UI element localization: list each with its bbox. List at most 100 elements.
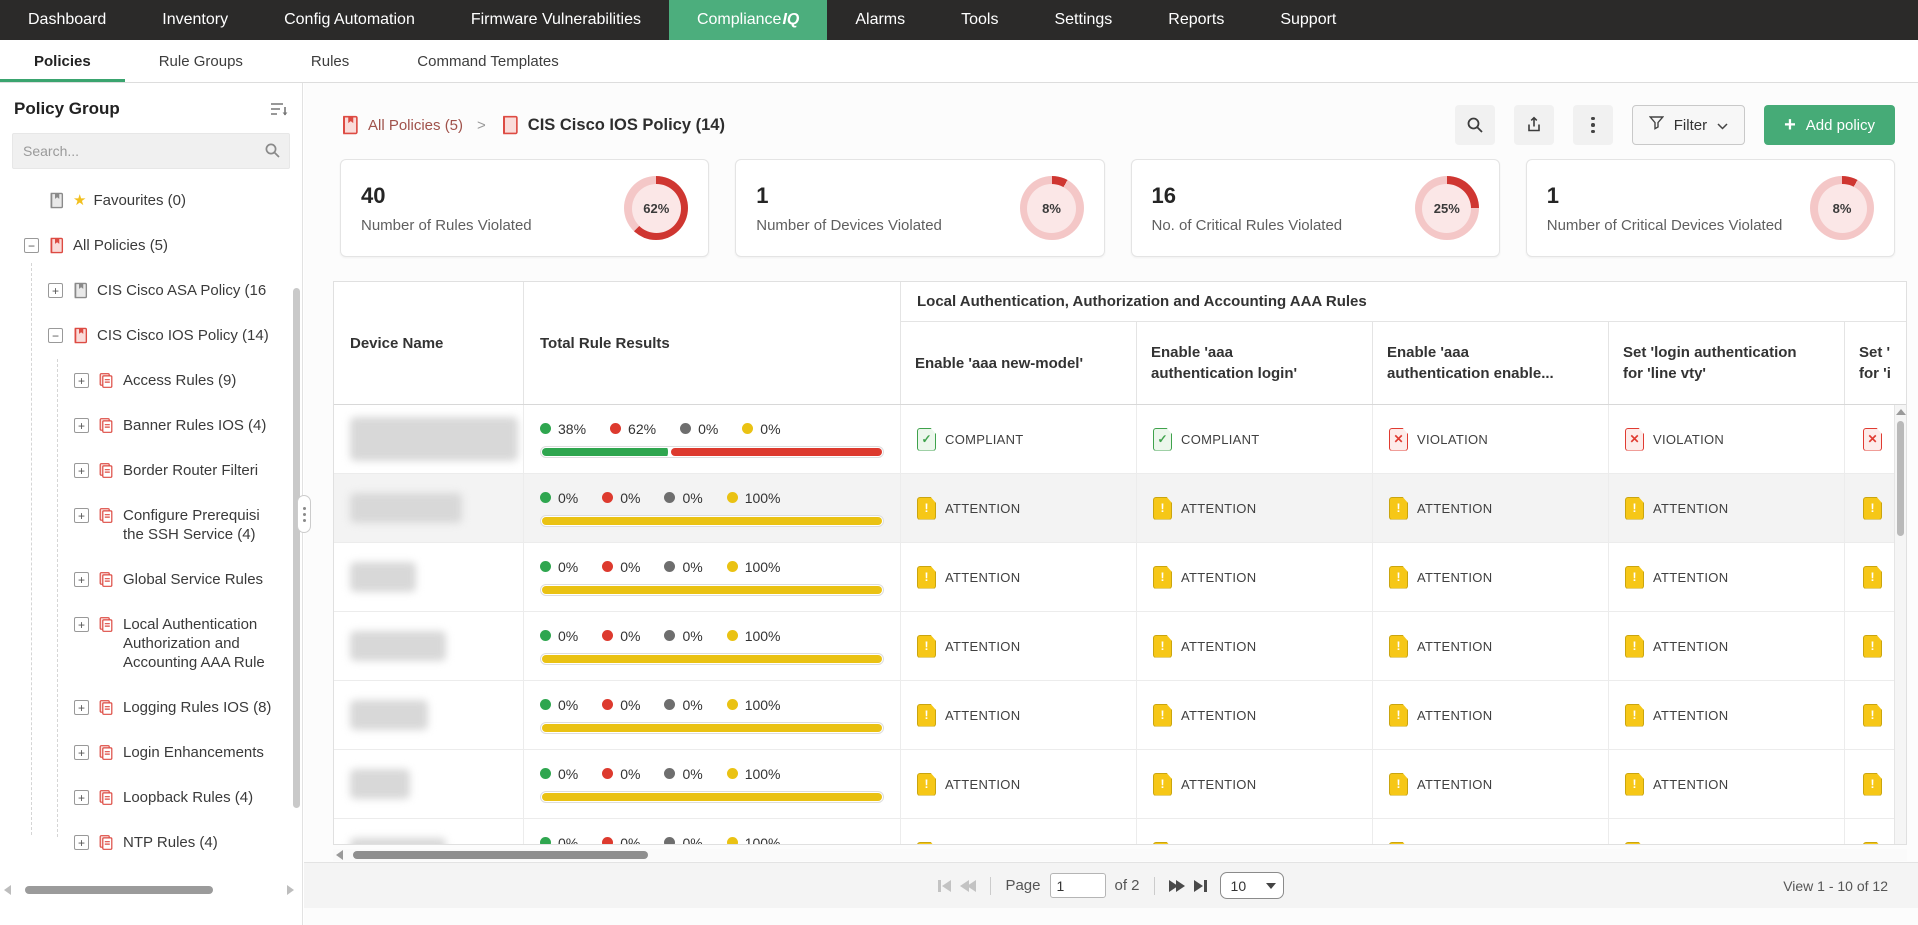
device-name-redacted	[350, 838, 446, 844]
nav-item-alarms[interactable]: Alarms	[827, 0, 933, 40]
last-page-button[interactable]	[1193, 879, 1207, 892]
column-header-set-login-authentication[interactable]: Set 'login authentication for 'line vty'	[1609, 322, 1845, 404]
tree-item-cis-cisco-ios-policy-14[interactable]: − CIS Cisco IOS Policy (14)	[0, 326, 302, 345]
table-horizontal-scrollbar	[333, 849, 1907, 861]
previous-page-button[interactable]	[960, 879, 977, 892]
nav-item-reports[interactable]: Reports	[1140, 0, 1252, 40]
tree-item-all-policies-5[interactable]: − All Policies (5)	[0, 236, 302, 255]
nav-item-dashboard[interactable]: Dashboard	[0, 0, 134, 40]
sidebar-hscroll-thumb[interactable]	[25, 886, 213, 894]
tree-item-logging-rules-ios-8[interactable]: + Logging Rules IOS (8)	[0, 698, 302, 717]
donut-percent-label: 8%	[1817, 183, 1867, 233]
legend-value: 0%	[558, 558, 579, 575]
expand-plus-icon[interactable]: +	[74, 572, 89, 587]
table-row[interactable]: 0%0%0%100%!ATTENTION!ATTENTION!ATTENTION…	[334, 750, 1906, 819]
nav-item-settings[interactable]: Settings	[1026, 0, 1140, 40]
collapse-minus-icon[interactable]: −	[24, 238, 39, 253]
tree-item-ntp-rules-4[interactable]: + NTP Rules (4)	[0, 833, 302, 852]
expand-plus-icon[interactable]: +	[74, 835, 89, 850]
page-number-input[interactable]	[1049, 873, 1106, 898]
status-label: VIOLATION	[1653, 431, 1725, 447]
table-row[interactable]: 0%0%0%100%!ATTENTION!ATTENTION!ATTENTION…	[334, 543, 1906, 612]
legend-dot-green-icon	[540, 837, 551, 844]
legend-value: 0%	[620, 558, 641, 575]
next-page-button[interactable]	[1168, 879, 1185, 892]
tree-item-border-router-filteri[interactable]: + Border Router Filteri	[0, 461, 302, 480]
tree-item-banner-rules-ios-4[interactable]: + Banner Rules IOS (4)	[0, 416, 302, 435]
search-input[interactable]	[12, 133, 290, 169]
status-cell: !	[1845, 474, 1906, 542]
more-options-button[interactable]	[1572, 105, 1613, 145]
tree-item-login-enhancements[interactable]: + Login Enhancements	[0, 743, 302, 762]
scroll-left-arrow-icon[interactable]	[4, 885, 11, 895]
status-label: COMPLIANT	[945, 431, 1024, 447]
expand-plus-icon[interactable]: +	[74, 463, 89, 478]
breadcrumb-all-policies[interactable]: All Policies (5)	[368, 116, 464, 134]
table-row[interactable]: 0%0%0%100%!ATTENTION!ATTENTION!ATTENTION…	[334, 681, 1906, 750]
table-vscroll-thumb[interactable]	[1897, 421, 1904, 536]
expand-plus-icon[interactable]: +	[74, 373, 89, 388]
tree-item-configure-prerequisi[interactable]: + Configure Prerequisi the SSH Service (4…	[0, 506, 302, 544]
page-size-select[interactable]: 10	[1219, 872, 1284, 899]
expand-plus-icon[interactable]: +	[74, 790, 89, 805]
nav-item-config-automation[interactable]: Config Automation	[256, 0, 443, 40]
scroll-up-arrow-icon[interactable]	[1896, 409, 1906, 415]
column-header-enable-aaa[interactable]: Enable 'aaa authentication login'	[1137, 322, 1373, 404]
legend-green: 0%	[540, 766, 578, 782]
scroll-left-arrow-icon[interactable]	[336, 850, 343, 860]
column-header-set[interactable]: Set ' for 'i	[1845, 322, 1906, 404]
add-policy-button[interactable]: + Add policy	[1764, 105, 1895, 145]
filter-button[interactable]: Filter	[1631, 105, 1746, 145]
search-icon	[264, 142, 281, 164]
status-cell: ✓ COMPLIANT	[1137, 405, 1373, 473]
expand-plus-icon[interactable]: +	[74, 700, 89, 715]
nav-item-firmware-vulnerabilities[interactable]: Firmware Vulnerabilities	[443, 0, 669, 40]
expand-plus-icon[interactable]: +	[74, 745, 89, 760]
column-header-device-name[interactable]: Device Name	[334, 282, 524, 404]
nav-item-tools[interactable]: Tools	[933, 0, 1026, 40]
legend-red: 0%	[602, 490, 640, 506]
collapse-minus-icon[interactable]: −	[48, 328, 63, 343]
nav-item-complianceiq[interactable]: Compliance IQ	[668, 0, 828, 40]
nav-item-inventory[interactable]: Inventory	[134, 0, 256, 40]
table-row[interactable]: 0%0%0%100%!ATTENTION!ATTENTION!ATTENTION…	[334, 474, 1906, 543]
table-hscroll-thumb[interactable]	[353, 851, 648, 859]
sidebar-vertical-scrollbar[interactable]	[293, 288, 300, 808]
expand-plus-icon[interactable]: +	[48, 283, 63, 298]
tab-rule-groups[interactable]: Rule Groups	[125, 40, 277, 82]
tree-item-global-service-rules[interactable]: + Global Service Rules	[0, 570, 302, 589]
expand-plus-icon[interactable]: +	[74, 508, 89, 523]
search-button[interactable]	[1454, 105, 1495, 145]
table-row[interactable]: 38% 62% 0% 0% ✓ COMPLIANT ✓ COMPLIANT ✕ VIOLATION…	[334, 405, 1906, 474]
column-header-total-rule-results[interactable]: Total Rule Results	[524, 282, 901, 404]
tab-command-templates[interactable]: Command Templates	[383, 40, 592, 82]
tree-item-cis-cisco-asa-policy-16[interactable]: + CIS Cisco ASA Policy (16	[0, 281, 302, 300]
status-attention-icon: !	[1153, 565, 1172, 589]
sort-icon[interactable]	[270, 101, 288, 117]
scroll-right-arrow-icon[interactable]	[287, 885, 294, 895]
expand-plus-icon[interactable]: +	[74, 617, 89, 632]
sidebar-search	[12, 133, 290, 169]
expand-plus-icon[interactable]: +	[74, 418, 89, 433]
column-header-label: Enable 'aaa new-model'	[915, 354, 1084, 372]
tab-policies[interactable]: Policies	[0, 40, 125, 82]
tree-item-loopback-rules-4[interactable]: + Loopback Rules (4)	[0, 788, 302, 807]
nav-item-support[interactable]: Support	[1252, 0, 1364, 40]
status-label: ATTENTION	[1417, 569, 1493, 585]
tree-item-local-authentication[interactable]: + Local Authentication Authorization and …	[0, 615, 302, 672]
tab-rules[interactable]: Rules	[277, 40, 383, 82]
tree-item-access-rules-9[interactable]: + Access Rules (9)	[0, 371, 302, 390]
status-cell: !ATTENTION	[901, 819, 1137, 844]
export-button[interactable]	[1513, 105, 1554, 145]
results-bar	[540, 445, 884, 458]
tree-item-favourites-0[interactable]: ★ Favourites (0)	[0, 191, 302, 210]
column-header-label: Total Rule Results	[540, 334, 670, 352]
column-header-enable-aaa-new-model[interactable]: Enable 'aaa new-model'	[901, 322, 1137, 404]
table-row[interactable]: 0%0%0%100%!ATTENTION!ATTENTION!ATTENTION…	[334, 819, 1906, 844]
sidebar-resize-handle[interactable]	[297, 495, 311, 533]
status-attention-icon: !	[1625, 703, 1644, 727]
legend-dot-yellow-icon	[726, 561, 738, 572]
table-row[interactable]: 0%0%0%100%!ATTENTION!ATTENTION!ATTENTION…	[334, 612, 1906, 681]
column-header-enable-aaa[interactable]: Enable 'aaa authentication enable...	[1373, 322, 1609, 404]
first-page-button[interactable]	[938, 879, 952, 892]
